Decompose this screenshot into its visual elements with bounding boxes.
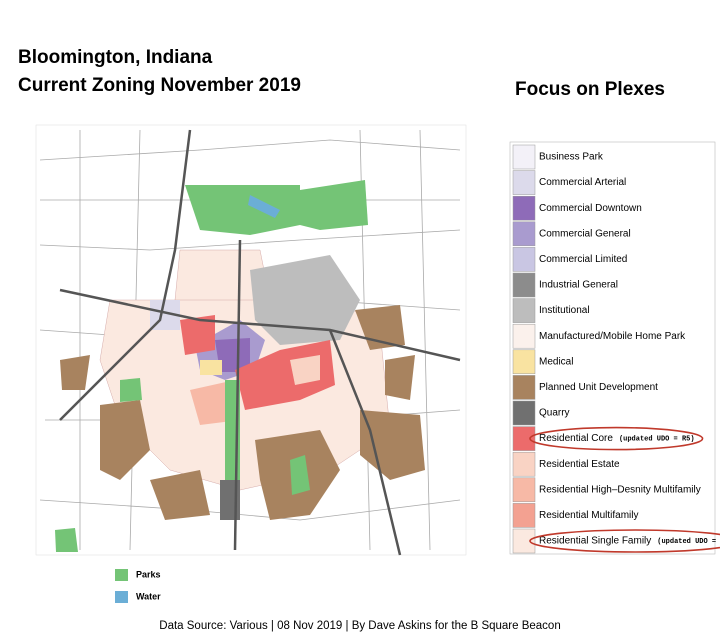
legend-swatch bbox=[512, 170, 536, 195]
legend-swatch bbox=[512, 477, 536, 503]
legend-label: Commercial General bbox=[539, 228, 631, 239]
legend-label: Medical bbox=[539, 356, 573, 367]
legend-label: Residential High–Desnity Multifamily bbox=[539, 484, 701, 495]
legend-label: Quarry bbox=[539, 408, 570, 419]
legend-label: Institutional bbox=[539, 305, 590, 316]
legend-note: (updated UDO = R2) bbox=[657, 538, 720, 546]
parcels bbox=[55, 180, 425, 552]
legend-swatch bbox=[512, 528, 536, 554]
legend-title: Focus on Plexes bbox=[515, 79, 665, 100]
legend-label: Commercial Limited bbox=[539, 254, 627, 265]
legend-swatch bbox=[512, 451, 536, 477]
legend-label: Business Park bbox=[539, 152, 604, 163]
legend-label: Planned Unit Development bbox=[539, 382, 658, 393]
legend-swatch bbox=[512, 503, 536, 528]
legend: Business Park Commercial Arterial Commerci… bbox=[512, 144, 720, 554]
legend-label: Residential Multifamily bbox=[539, 510, 638, 521]
legend-swatch bbox=[512, 323, 536, 349]
highways bbox=[59, 129, 461, 556]
footer: Data Source: Various | 08 Nov 2019 | By … bbox=[159, 620, 560, 632]
legend-swatch bbox=[512, 400, 536, 426]
legend-label: Commercial Arterial bbox=[539, 177, 626, 188]
legend-label: Residential Single Family bbox=[539, 536, 651, 547]
map-legend-label: Water bbox=[136, 591, 161, 601]
legend-label: Commercial Downtown bbox=[539, 203, 642, 214]
highlight-ellipse bbox=[529, 529, 720, 553]
legend-swatch bbox=[512, 272, 536, 298]
legend-swatch bbox=[512, 195, 536, 221]
legend-swatch bbox=[512, 426, 536, 451]
legend-label: Industrial General bbox=[539, 280, 618, 291]
title-line-1: Bloomington, Indiana bbox=[18, 47, 213, 68]
map-legend: Parks Water bbox=[115, 569, 161, 603]
legend-swatch bbox=[512, 349, 536, 375]
title-line-2: Current Zoning November 2019 bbox=[18, 75, 301, 96]
legend-swatch bbox=[512, 247, 536, 272]
legend-label: Residential Core bbox=[539, 433, 613, 444]
map-legend-label: Parks bbox=[136, 569, 161, 579]
map-legend-swatch bbox=[115, 591, 128, 603]
legend-label: Manufactured/Mobile Home Park bbox=[539, 331, 686, 342]
legend-swatch bbox=[512, 298, 536, 323]
map bbox=[35, 124, 467, 556]
legend-label: Residential Estate bbox=[539, 459, 620, 470]
map-legend-swatch bbox=[115, 569, 128, 581]
legend-swatch bbox=[512, 375, 536, 400]
legend-swatch bbox=[512, 144, 536, 170]
legend-note: (updated UDO = R5) bbox=[619, 435, 695, 443]
legend-swatch bbox=[512, 221, 536, 247]
highlight-ellipse bbox=[529, 426, 704, 451]
legend-box bbox=[509, 141, 716, 555]
